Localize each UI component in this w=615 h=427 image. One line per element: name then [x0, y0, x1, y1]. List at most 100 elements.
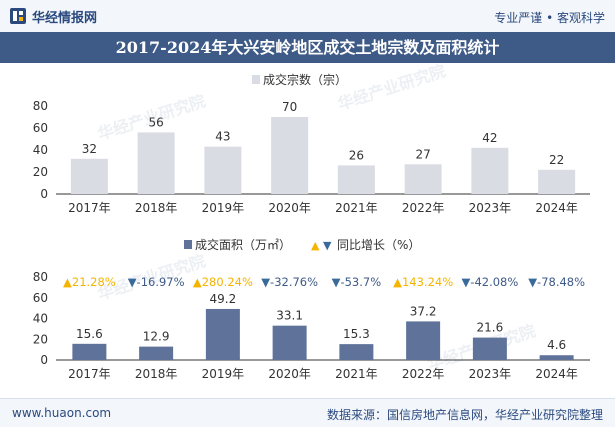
bar — [539, 355, 574, 360]
chart-area: 成交面积（万㎡） ▲ ▼ 同比增长（%） 0 20 40 60 80 15.6 12.9 4… — [33, 237, 590, 381]
growth-value: -32.76% — [270, 275, 318, 289]
bar-value-label: 33.1 — [276, 309, 303, 323]
bar — [204, 146, 242, 194]
bar-value-label: 21.6 — [477, 321, 504, 335]
up-triangle-icon: ▲ — [63, 275, 72, 289]
y-tick-label: 80 — [33, 99, 48, 113]
x-tick-label: 2018年 — [135, 367, 178, 381]
bar — [72, 343, 107, 360]
top-bar: 华经情报网 专业严谨 • 客观科学 — [0, 0, 615, 32]
chart-count-x-labels: 2017年 2018年 2019年 2020年 2021年 2022年 2023年 2024年 — [68, 201, 578, 215]
down-triangle-icon: ▼ — [128, 275, 137, 289]
legend-label-area: 成交面积（万㎡） — [195, 237, 291, 252]
y-tick-label: 40 — [33, 312, 48, 326]
y-tick-label: 20 — [33, 165, 48, 179]
y-tick-label: 80 — [33, 270, 48, 284]
bar-value-label: 15.3 — [343, 327, 370, 341]
y-tick-label: 20 — [33, 332, 48, 346]
bar — [339, 344, 374, 360]
growth-value: 21.28% — [72, 275, 116, 289]
bar-value-label: 32 — [82, 142, 97, 156]
down-triangle-icon: ▼ — [461, 275, 470, 289]
y-tick-label: 40 — [33, 143, 48, 157]
growth-down-label: ▼-78.48% — [528, 275, 585, 289]
watermark-text: 华经产业研究院 — [335, 63, 447, 114]
bar — [139, 346, 174, 360]
legend-swatch-count — [252, 75, 260, 84]
bar — [272, 325, 307, 360]
growth-value: -42.08% — [470, 275, 518, 289]
chart-area-x-labels: 2017年 2018年 2019年 2020年 2021年 2022年 2023年 2024年 — [68, 367, 578, 381]
watermark-group: 华经产业研究院华经产业研究院华经产业研究院华经产业研究院 — [95, 63, 537, 374]
chart-count-bars: 32 56 43 70 26 27 42 22 — [70, 100, 576, 194]
bar — [337, 165, 375, 194]
bar-value-label: 22 — [549, 153, 564, 167]
legend-down-triangle-icon: ▼ — [323, 239, 332, 252]
y-tick-label: 60 — [33, 291, 48, 305]
x-tick-label: 2019年 — [202, 367, 245, 381]
down-triangle-icon: ▼ — [261, 275, 270, 289]
charts-area: 华经产业研究院华经产业研究院华经产业研究院华经产业研究院 成交宗数（宗） 0 20… — [33, 63, 590, 381]
tagline: 专业严谨 • 客观科学 — [494, 11, 605, 25]
bar — [538, 169, 576, 194]
x-tick-label: 2023年 — [469, 367, 512, 381]
brand[interactable]: 华经情报网 — [10, 8, 98, 26]
legend-label-count: 成交宗数（宗） — [263, 72, 347, 87]
x-tick-label: 2020年 — [268, 201, 311, 215]
bar-value-label: 4.6 — [547, 338, 566, 352]
growth-value: -16.97% — [137, 275, 185, 289]
legend-label-growth: 同比增长（%） — [337, 238, 420, 252]
footer: www.huaon.com 数据来源：国信房地产信息网，华经产业研究院整理 — [0, 398, 615, 427]
growth-down-label: ▼-16.97% — [128, 275, 185, 289]
growth-value: 143.24% — [402, 275, 453, 289]
y-tick-label: 60 — [33, 121, 48, 135]
growth-up-label: ▲280.24% — [193, 275, 253, 289]
growth-value: -78.48% — [537, 275, 585, 289]
bar — [205, 308, 240, 360]
bar-value-label: 15.6 — [76, 327, 103, 341]
x-tick-label: 2024年 — [535, 201, 578, 215]
y-tick-label: 0 — [40, 187, 48, 201]
chart-count: 成交宗数（宗） 0 20 40 60 80 32 56 43 70 26 27 42 22 2017年… — [33, 72, 590, 215]
bar — [472, 337, 507, 360]
title-bar: 2017-2024年大兴安岭地区成交土地宗数及面积统计 — [0, 32, 615, 63]
x-tick-label: 2022年 — [402, 201, 445, 215]
x-tick-label: 2017年 — [68, 367, 111, 381]
chart-area-y-axis: 0 20 40 60 80 — [33, 270, 48, 367]
bar — [70, 158, 108, 194]
growth-up-label: ▲143.24% — [393, 275, 453, 289]
bar-value-label: 12.9 — [143, 330, 170, 344]
x-tick-label: 2021年 — [335, 201, 378, 215]
growth-value: -53.7% — [340, 275, 381, 289]
bar — [271, 117, 309, 194]
legend-swatch-area — [184, 240, 192, 249]
brand-name: 华经情报网 — [32, 10, 98, 26]
bar — [137, 132, 175, 194]
huajing-logo-icon — [10, 8, 26, 24]
bar — [471, 147, 509, 194]
chart-area-bars: 15.6 12.9 49.2 33.1 15.3 37.2 21.6 4.6 — [72, 292, 574, 360]
x-tick-label: 2017年 — [68, 201, 111, 215]
x-tick-label: 2020年 — [268, 367, 311, 381]
up-triangle-icon: ▲ — [193, 275, 202, 289]
x-tick-label: 2024年 — [535, 367, 578, 381]
y-tick-label: 0 — [40, 353, 48, 367]
bar — [406, 321, 441, 360]
chart-area-legend: 成交面积（万㎡） ▲ ▼ 同比增长（%） — [184, 237, 420, 252]
bar-value-label: 37.2 — [410, 304, 437, 318]
bar-value-label: 70 — [282, 100, 297, 114]
footer-source: 数据来源：国信房地产信息网，华经产业研究院整理 — [326, 408, 603, 422]
bar-value-label: 49.2 — [210, 292, 237, 306]
growth-down-label: ▼-42.08% — [461, 275, 518, 289]
bar-value-label: 27 — [415, 147, 430, 161]
x-tick-label: 2021年 — [335, 367, 378, 381]
footer-url-link[interactable]: www.huaon.com — [12, 406, 112, 420]
x-tick-label: 2023年 — [469, 201, 512, 215]
down-triangle-icon: ▼ — [528, 275, 537, 289]
growth-down-label: ▼-32.76% — [261, 275, 318, 289]
bar-value-label: 43 — [215, 130, 230, 144]
down-triangle-icon: ▼ — [332, 275, 341, 289]
page-title: 2017-2024年大兴安岭地区成交土地宗数及面积统计 — [115, 38, 500, 57]
bar — [404, 164, 442, 194]
chart-count-legend: 成交宗数（宗） — [252, 72, 347, 87]
